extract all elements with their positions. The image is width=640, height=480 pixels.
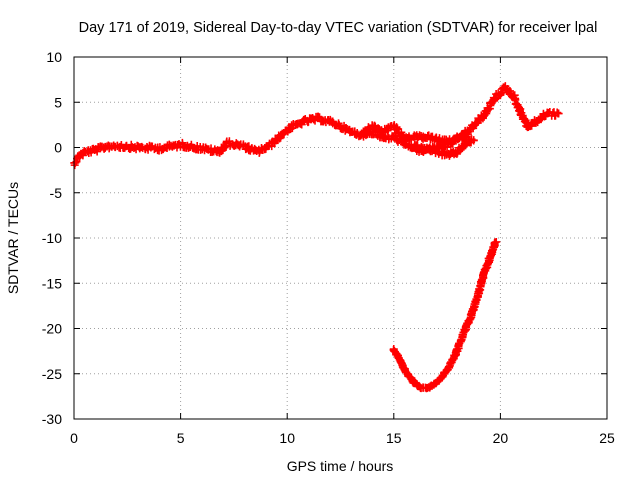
data-point-marker [71,158,80,167]
x-tick-label: 0 [70,430,78,446]
data-point-marker [496,90,505,99]
data-point-marker [469,136,478,145]
y-tick-label: -10 [42,230,62,246]
y-tick-label: -5 [50,185,63,201]
data-point-marker [492,237,501,246]
data-point-marker [554,109,563,118]
data-point-marker [480,111,489,120]
x-tick-label: 20 [493,430,509,446]
x-axis-title: GPS time / hours [287,458,394,474]
y-tick-label: -25 [42,366,62,382]
data-layer [70,82,563,393]
tick-layer: 0 5 10 15 20 25 10 5 0 -5 -10 -15 -20 -25 -30 [42,49,615,446]
series-upper-branch [357,121,472,148]
y-tick-label: -30 [42,411,62,427]
series-dip-arc [389,237,501,393]
y-tick-label: 0 [54,140,62,156]
y-tick-label: -20 [42,321,62,337]
x-tick-label: 25 [599,430,615,446]
data-point-marker [415,382,424,391]
y-tick-label: 10 [46,49,62,65]
data-point-marker [315,113,324,122]
data-point-marker [463,130,472,139]
data-point-marker [93,147,102,156]
chart-title: Day 171 of 2019, Sidereal Day-to-day VTE… [79,20,598,36]
x-tick-label: 15 [386,430,402,446]
y-tick-label: -15 [42,275,62,291]
series-lower-branch [410,135,478,160]
series-main-band [70,82,563,170]
y-tick-label: 5 [54,94,62,110]
y-axis-title: SDTVAR / TECUs [5,182,21,294]
data-point-marker [393,124,402,133]
x-tick-label: 10 [279,430,295,446]
x-tick-label: 5 [177,430,185,446]
